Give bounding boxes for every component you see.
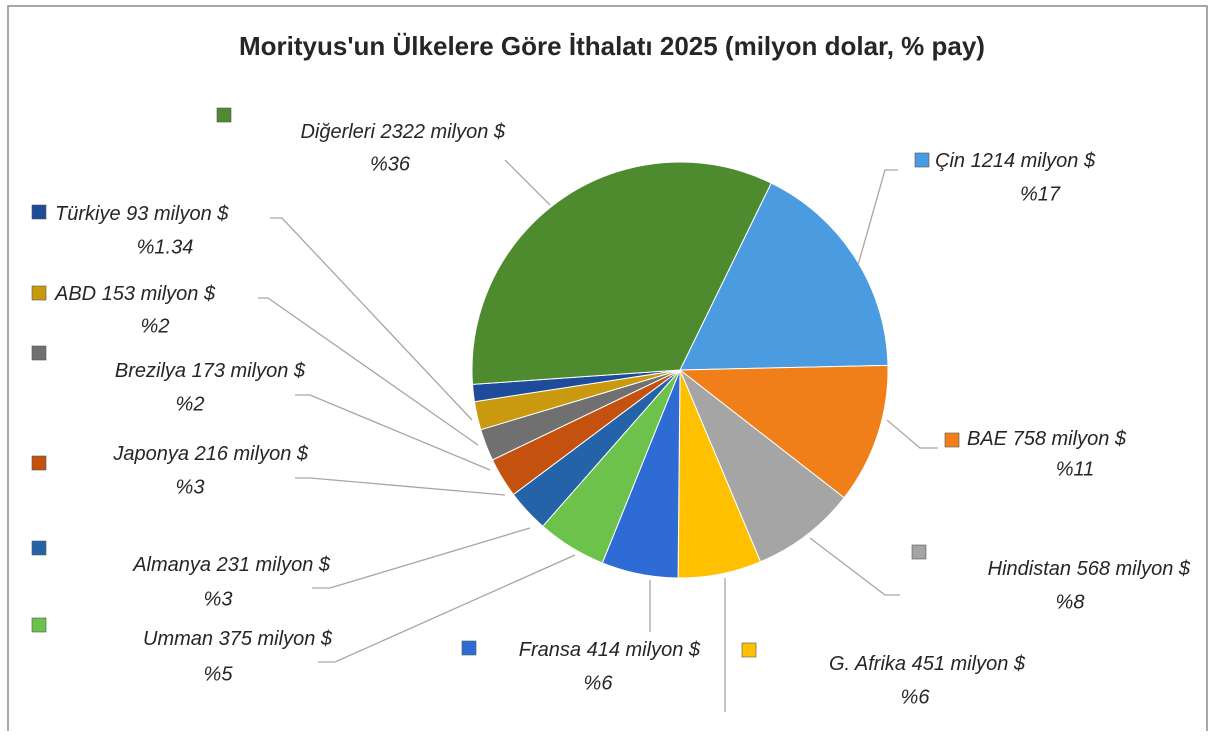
legend-swatch bbox=[31, 204, 47, 220]
legend-swatch bbox=[216, 107, 232, 123]
label-category: ABD bbox=[54, 283, 96, 305]
data-label: Hindistan 568 milyon $ bbox=[988, 558, 1191, 580]
legend-swatch bbox=[914, 152, 930, 168]
data-label: Fransa 414 milyon $ bbox=[519, 639, 701, 661]
pie-slice bbox=[678, 368, 845, 563]
data-label: Diğerleri 2322 milyon $ bbox=[300, 121, 505, 143]
data-label: Japonya 216 milyon $ bbox=[112, 443, 308, 465]
data-label: ABD 153 milyon $ bbox=[54, 283, 216, 305]
percent-label: %6 bbox=[584, 672, 614, 694]
label-category: Brezilya bbox=[115, 360, 186, 382]
data-label: Türkiye 93 milyon $ bbox=[55, 203, 229, 225]
legend-swatch bbox=[31, 285, 47, 301]
legend-swatch bbox=[31, 455, 47, 471]
label-value: 1214 milyon $ bbox=[971, 150, 1096, 172]
leader-line bbox=[258, 297, 479, 446]
legend-swatch bbox=[741, 642, 757, 658]
label-category: BAE bbox=[967, 428, 1008, 450]
label-value: 758 milyon $ bbox=[1013, 428, 1127, 450]
percent-label: %3 bbox=[204, 588, 233, 610]
data-label: BAE 758 milyon $ bbox=[967, 428, 1127, 450]
percent-label: %36 bbox=[370, 153, 411, 175]
leader-line bbox=[857, 169, 898, 266]
percent-label: %5 bbox=[204, 663, 234, 685]
percent-label: %3 bbox=[176, 476, 205, 498]
leader-line bbox=[295, 394, 491, 471]
percent-label: %8 bbox=[1056, 591, 1085, 613]
label-category: Hindistan bbox=[988, 558, 1071, 580]
leader-line bbox=[295, 477, 506, 496]
label-value: 173 milyon $ bbox=[192, 360, 306, 382]
pie-slice bbox=[679, 182, 889, 371]
label-value: 568 milyon $ bbox=[1077, 558, 1191, 580]
label-value: 153 milyon $ bbox=[102, 283, 216, 305]
legend-swatch bbox=[911, 544, 927, 560]
label-category: Türkiye bbox=[55, 203, 121, 225]
data-label: Çin 1214 milyon $ bbox=[935, 150, 1096, 172]
label-category: Umman bbox=[143, 628, 213, 650]
legend-swatch bbox=[31, 345, 47, 361]
percent-label: %6 bbox=[901, 686, 931, 708]
data-label: Brezilya 173 milyon $ bbox=[115, 360, 306, 382]
label-category: Çin bbox=[935, 150, 965, 172]
pie-slice bbox=[471, 161, 772, 385]
leader-line bbox=[809, 537, 900, 596]
label-value: 216 milyon $ bbox=[194, 443, 309, 465]
leader-line bbox=[312, 527, 531, 589]
percent-label: %1.34 bbox=[137, 236, 194, 258]
percent-label: %11 bbox=[1056, 458, 1095, 480]
label-value: 2322 milyon $ bbox=[379, 121, 505, 143]
label-value: 93 milyon $ bbox=[126, 203, 229, 225]
chart-title: Morityus'un Ülkelere Göre İthalatı 2025 … bbox=[239, 31, 985, 61]
leader-line bbox=[270, 217, 473, 421]
data-label: Umman 375 milyon $ bbox=[143, 628, 333, 650]
label-value: 231 milyon $ bbox=[216, 554, 331, 576]
label-value: 414 milyon $ bbox=[587, 639, 701, 661]
legend-swatch bbox=[944, 432, 960, 448]
data-label: G. Afrika 451 milyon $ bbox=[829, 653, 1026, 675]
label-category: G. Afrika bbox=[829, 653, 906, 675]
data-label: Almanya 231 milyon $ bbox=[132, 554, 331, 576]
label-value: 375 milyon $ bbox=[219, 628, 333, 650]
legend-swatch bbox=[461, 640, 477, 656]
pie-slice bbox=[678, 364, 889, 499]
leader-line bbox=[504, 159, 551, 206]
leader-line bbox=[886, 419, 938, 449]
label-value: 451 milyon $ bbox=[912, 653, 1026, 675]
label-category: Almanya bbox=[132, 554, 211, 576]
legend-swatch bbox=[31, 540, 47, 556]
percent-label: %17 bbox=[1020, 183, 1061, 205]
label-category: Fransa bbox=[519, 639, 581, 661]
label-category: Japonya bbox=[112, 443, 189, 465]
leader-line bbox=[318, 554, 576, 663]
percent-label: %2 bbox=[176, 393, 205, 415]
legend-swatch bbox=[31, 617, 47, 633]
label-category: Diğerleri bbox=[300, 121, 375, 143]
percent-label: %2 bbox=[141, 315, 170, 337]
